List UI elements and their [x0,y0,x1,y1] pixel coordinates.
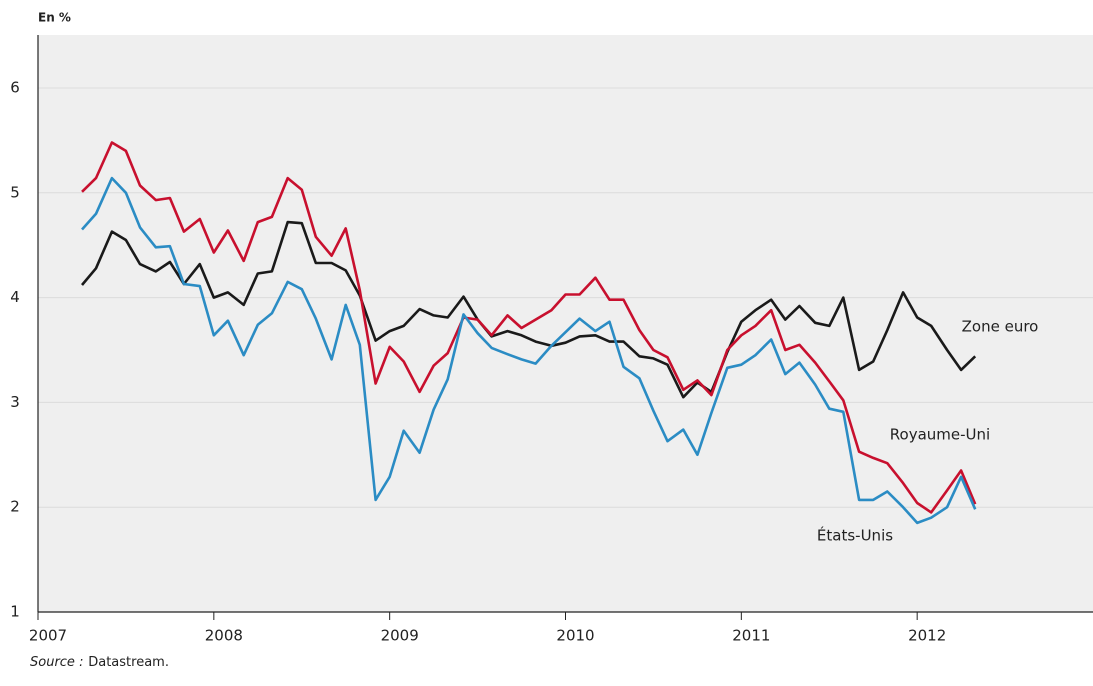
y-tick-label: 2 [10,498,20,516]
source-text: Datastream. [88,655,169,670]
x-tick-label: 2008 [205,627,243,645]
y-axis-label: En % [38,11,71,25]
y-tick-label: 1 [10,603,20,621]
series-label: États-Unis [817,526,893,545]
source: Source : Datastream. [30,653,169,671]
series-line [81,176,977,525]
x-tick-label: 2010 [556,627,594,645]
series-line [81,220,977,399]
x-tick-label: 2012 [908,627,946,645]
x-tick-label: 2007 [29,627,67,645]
x-tick-label: 2009 [381,627,419,645]
y-tick-label: 3 [10,393,20,411]
series-line [81,141,977,514]
y-tick-label: 6 [10,79,20,97]
plot-background [38,35,1093,612]
y-tick-label: 5 [10,183,20,201]
series-label: Royaume-Uni [890,426,990,444]
series-label: Zone euro [962,318,1039,336]
x-tick-label: 2011 [732,627,770,645]
y-tick-label: 4 [10,288,20,306]
source-label: Source : [30,655,83,670]
